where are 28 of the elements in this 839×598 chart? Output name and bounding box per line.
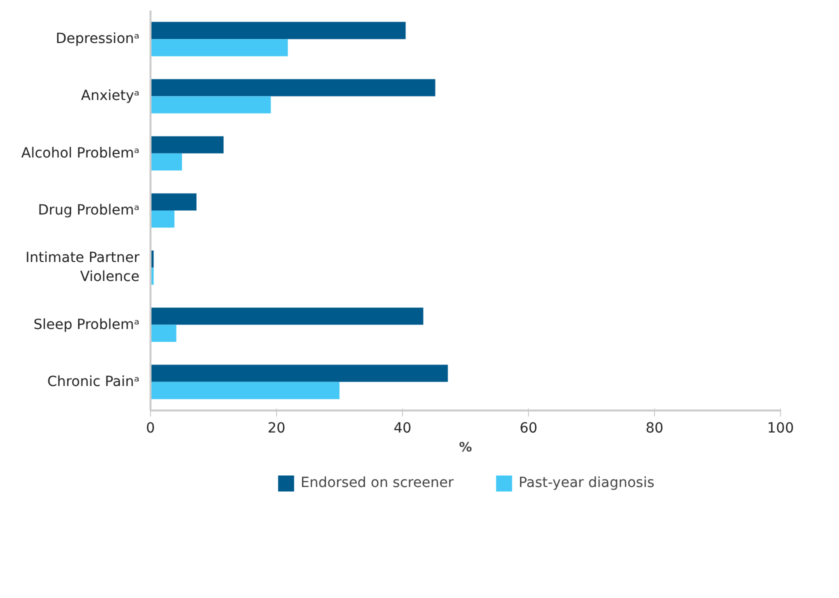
legend-label: Endorsed on screener xyxy=(300,475,454,491)
x-axis-title: % xyxy=(458,440,472,456)
x-tick-label: 60 xyxy=(520,420,538,436)
bar xyxy=(150,22,406,40)
legend-label: Past-year diagnosis xyxy=(518,475,654,491)
y-tick-label: Depressionᵃ xyxy=(56,31,140,48)
y-tick-label: Intimate Partner Violence xyxy=(25,250,140,286)
bar xyxy=(150,39,288,56)
x-tick-label: 20 xyxy=(268,420,286,436)
y-tick-label: Anxietyᵃ xyxy=(81,88,140,104)
bar xyxy=(150,364,448,382)
bar xyxy=(150,210,174,228)
bar xyxy=(150,193,196,210)
bar xyxy=(150,136,224,154)
y-tick-label: Alcohol Problemᵃ xyxy=(21,145,140,162)
y-tick-label: Sleep Problemᵃ xyxy=(33,316,140,333)
y-tick-label: Chronic Painᵃ xyxy=(47,374,140,390)
x-tick-label: 100 xyxy=(767,420,794,436)
bar xyxy=(150,324,176,342)
bar xyxy=(150,96,271,114)
y-tick-label: Drug Problemᵃ xyxy=(38,202,140,218)
bar xyxy=(150,308,424,325)
x-tick-label: 0 xyxy=(146,420,155,436)
x-tick-label: 80 xyxy=(646,420,664,436)
bar xyxy=(150,153,182,170)
bar xyxy=(150,382,340,400)
x-tick-label: 40 xyxy=(394,420,412,436)
bar xyxy=(150,79,436,96)
